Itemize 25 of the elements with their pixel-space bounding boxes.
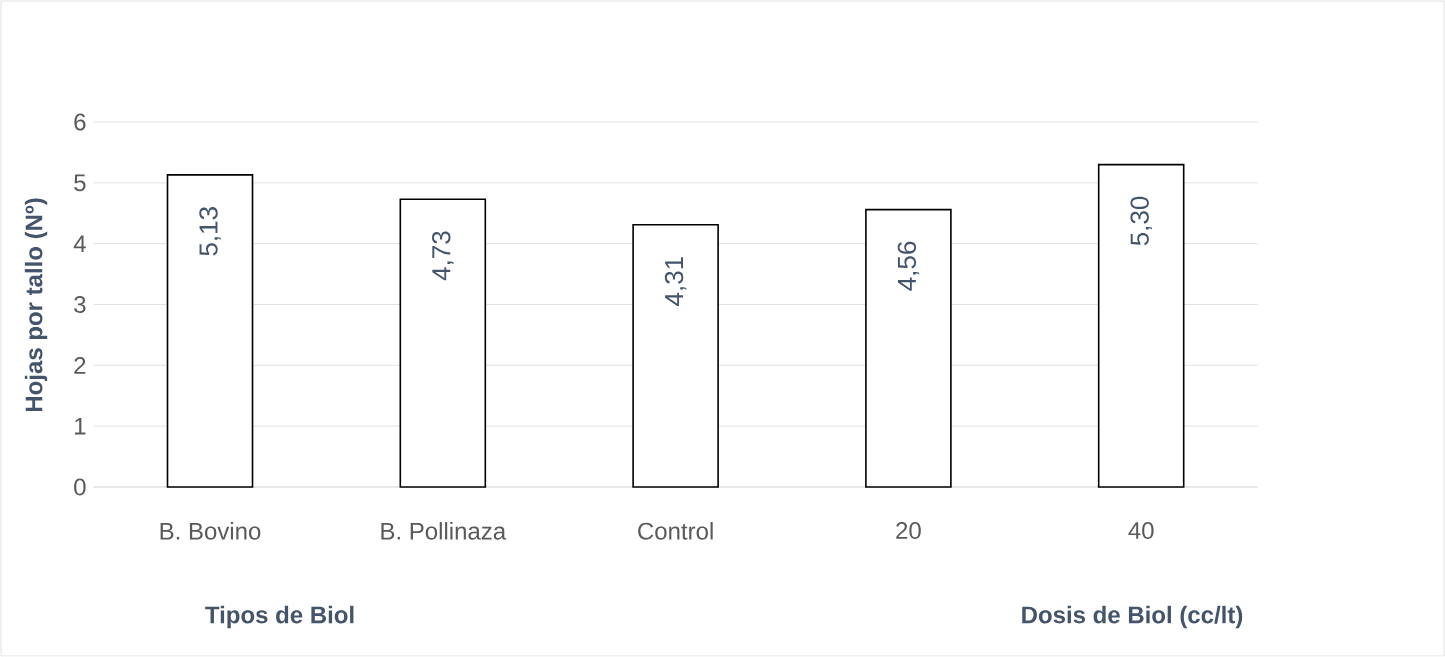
y-tick-label: 4 <box>73 235 86 252</box>
y-tick-label: 3 <box>74 296 86 313</box>
data-label: 4,31 <box>664 257 687 306</box>
y-tick-label: 1 <box>75 417 86 435</box>
x-tick-label: B. Bovino <box>160 522 261 540</box>
x-tick-label: 40 <box>1128 522 1154 540</box>
bar <box>399 198 487 488</box>
bar <box>166 174 254 488</box>
y-tick-label: 0 <box>74 478 86 496</box>
bar <box>632 224 719 488</box>
x-tick-label: Control <box>638 522 713 540</box>
y-tick-label: 5 <box>74 174 86 192</box>
x-tick-label: B. Pollinaza <box>381 522 507 540</box>
y-axis-title: Hojas por tallo (Nº) <box>24 198 48 412</box>
y-tick-label: 2 <box>74 356 86 374</box>
x-tick-label: 20 <box>896 522 921 540</box>
data-label: 4,56 <box>897 241 920 291</box>
y-tick-label: 6 <box>74 113 86 131</box>
text: Dosis de Biol (cc/lt) <box>1022 605 1243 629</box>
bar <box>1097 163 1185 488</box>
bar <box>865 208 952 488</box>
data-label: 5,13 <box>199 207 221 256</box>
data-label: 4,73 <box>432 231 454 281</box>
data-label: 5,30 <box>1130 196 1152 246</box>
text: Tipos de Biol <box>205 605 354 629</box>
